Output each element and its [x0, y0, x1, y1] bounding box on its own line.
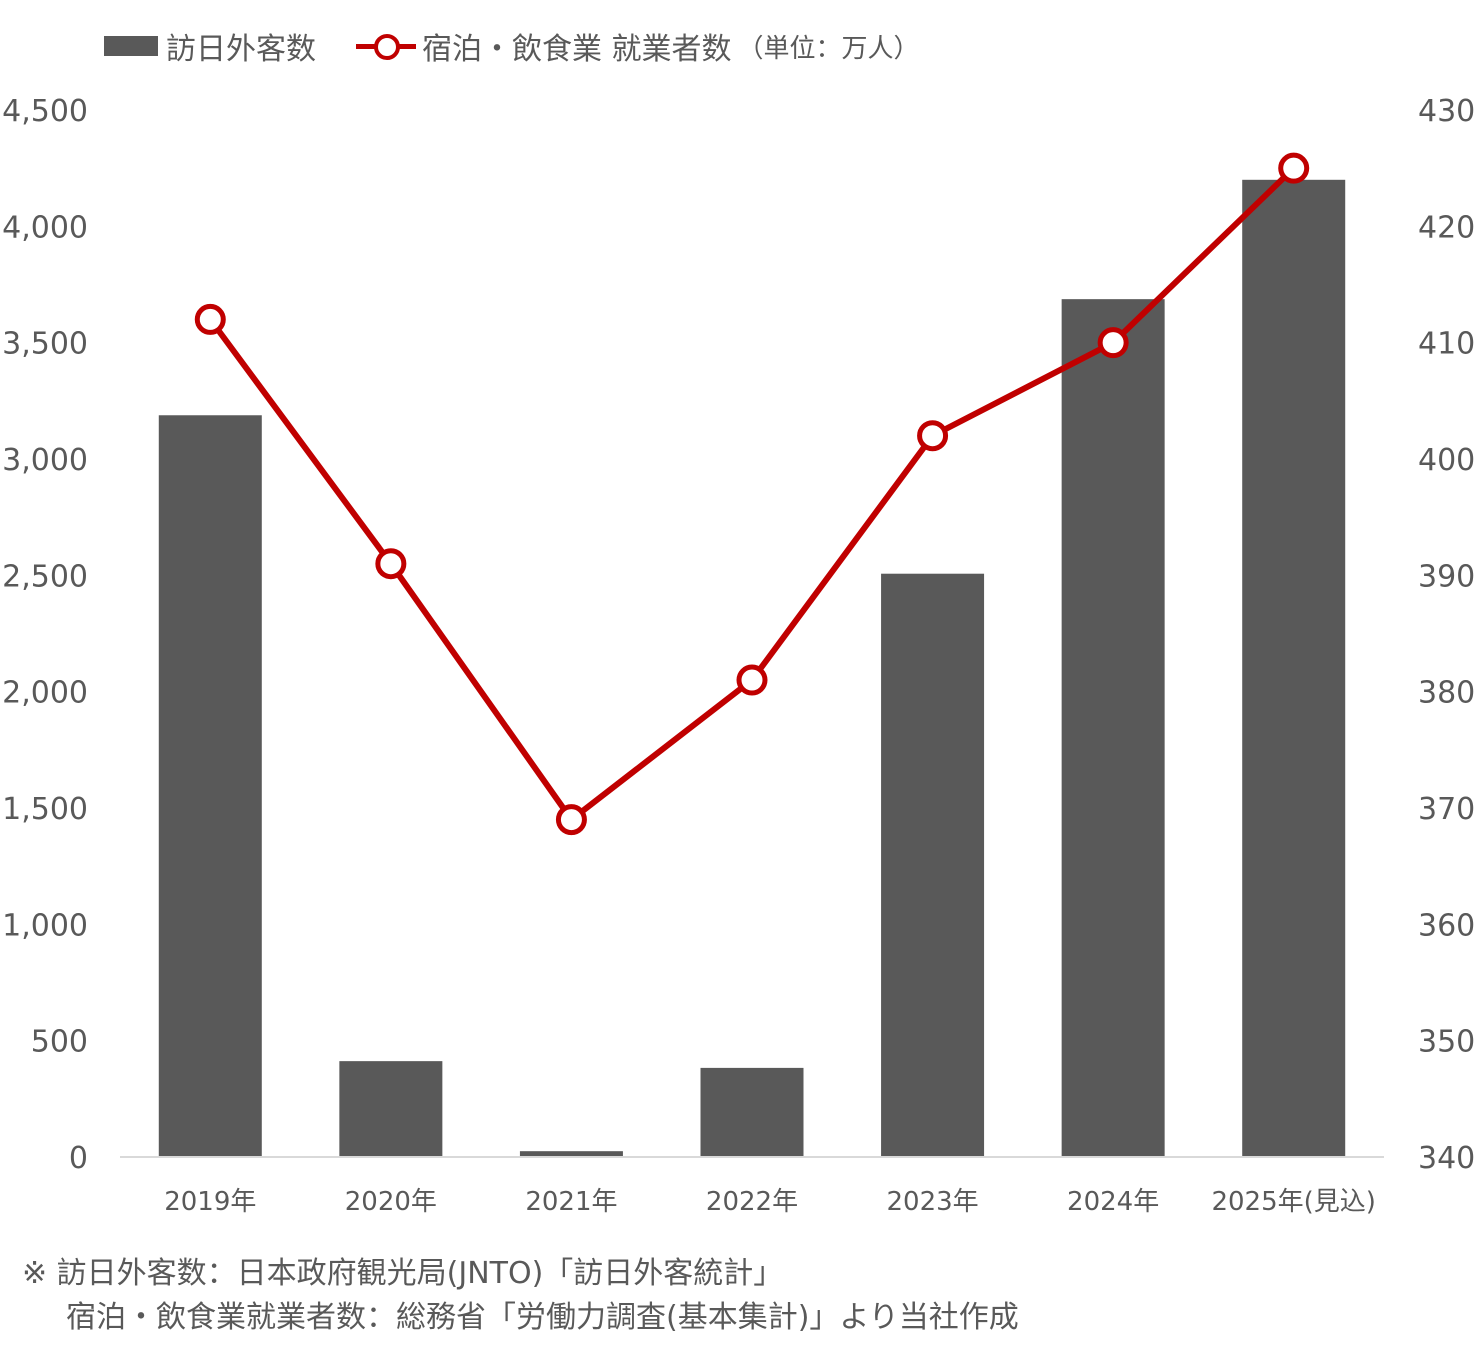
- bar-visitors: [1242, 179, 1346, 1158]
- line-point-employment: [375, 548, 407, 580]
- right-axis-tick-label: 370: [1418, 792, 1475, 827]
- bar-visitors: [339, 1061, 443, 1157]
- source-note-2: 宿泊・飲食業就業者数：総務省「労働力調査(基本集計)」より当社作成: [66, 1300, 1019, 1335]
- x-axis-tick-label: 2023年: [886, 1187, 978, 1217]
- bar-visitors: [519, 1151, 623, 1157]
- left-axis-tick-label: 3,500: [2, 327, 88, 362]
- right-axis-tick-label: 360: [1418, 908, 1475, 943]
- right-axis-tick-label: 380: [1418, 676, 1475, 711]
- left-axis-tick-label: 0: [69, 1141, 88, 1176]
- right-axis-tick-label: 410: [1418, 327, 1475, 362]
- left-axis-tick-label: 2,000: [2, 676, 88, 711]
- legend-bar-label: 訪日外客数: [166, 32, 316, 67]
- legend-unit: （単位：万人）: [737, 33, 920, 64]
- left-axis-tick-label: 1,000: [2, 908, 88, 943]
- right-axis-tick-label: 420: [1418, 210, 1475, 245]
- right-axis-tick-label: 390: [1418, 559, 1475, 594]
- source-note-1: ※ 訪日外客数：日本政府観光局(JNTO)「訪日外客統計」: [22, 1256, 784, 1291]
- x-axis-tick-label: 2020年: [345, 1187, 437, 1217]
- right-axis-tick-label: 400: [1418, 443, 1475, 478]
- left-axis-tick-label: 3,000: [2, 443, 88, 478]
- right-axis-tick-label: 430: [1418, 94, 1475, 129]
- left-axis-tick-label: 4,500: [2, 94, 88, 129]
- x-axis-tick-label: 2025年(見込): [1211, 1187, 1375, 1217]
- bar-visitors: [158, 415, 262, 1157]
- line-point-employment: [194, 303, 226, 335]
- legend-item-bar: 訪日外客数: [104, 24, 316, 68]
- bar-visitors: [1061, 299, 1165, 1158]
- left-axis-tick-label: 2,500: [2, 559, 88, 594]
- left-axis-tick-label: 4,000: [2, 210, 88, 245]
- line-point-employment: [555, 804, 587, 836]
- bar-visitors: [881, 573, 985, 1157]
- line-point-employment: [736, 664, 768, 696]
- right-axis-tick-label: 340: [1418, 1141, 1475, 1176]
- x-axis-tick-label: 2022年: [706, 1187, 798, 1217]
- legend-line-label: 宿泊・飲食業 就業者数: [422, 32, 732, 67]
- left-axis-tick-label: 1,500: [2, 792, 88, 827]
- x-axis-tick-label: 2019年: [164, 1187, 256, 1217]
- line-point-employment: [1278, 152, 1310, 184]
- right-axis-tick-label: 350: [1418, 1025, 1475, 1060]
- legend-line-swatch: [356, 34, 416, 60]
- line-point-employment: [1097, 327, 1129, 359]
- chart-canvas: 0 500 1,000 1,500 2,000 2,500 3,000 3,500 4,000 4…: [2, 94, 1475, 1217]
- chart-legend: 訪日外客数 宿泊・飲食業 就業者数 （単位：万人）: [104, 22, 960, 70]
- x-axis-tick-label: 2021年: [525, 1187, 617, 1217]
- x-axis-tick-label: 2024年: [1067, 1187, 1159, 1217]
- line-point-employment: [917, 420, 949, 452]
- legend-bar-swatch: [104, 36, 158, 56]
- legend-item-line: 宿泊・飲食業 就業者数 （単位：万人）: [356, 24, 920, 68]
- left-axis-tick-label: 500: [31, 1025, 88, 1060]
- bar-visitors: [700, 1067, 804, 1157]
